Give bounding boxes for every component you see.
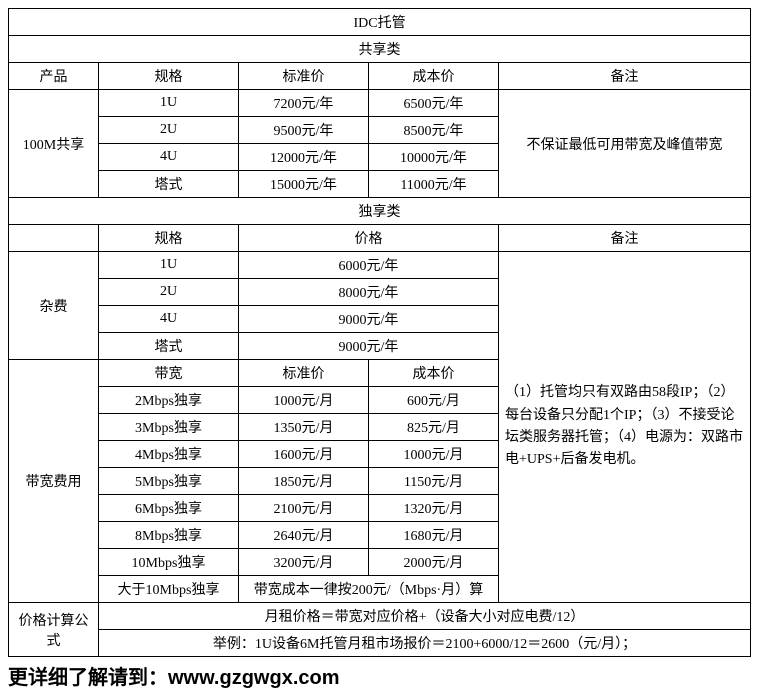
col-std: 标准价 (239, 360, 369, 387)
cell: 4U (99, 306, 239, 333)
cell: 1000元/月 (239, 387, 369, 414)
cell: 1000元/月 (369, 441, 499, 468)
cell: 11000元/年 (369, 171, 499, 198)
cell: 12000元/年 (239, 144, 369, 171)
cell: 10Mbps独享 (99, 549, 239, 576)
over10-label: 大于10Mbps独享 (99, 576, 239, 603)
cell: 600元/月 (369, 387, 499, 414)
cell: 8Mbps独享 (99, 522, 239, 549)
col-spec: 规格 (99, 225, 239, 252)
blank (9, 225, 99, 252)
col-std: 标准价 (239, 63, 369, 90)
cell: 1150元/月 (369, 468, 499, 495)
cell: 2U (99, 279, 239, 306)
cell: 8500元/年 (369, 117, 499, 144)
col-product: 产品 (9, 63, 99, 90)
cell: 6500元/年 (369, 90, 499, 117)
cell: 4Mbps独享 (99, 441, 239, 468)
col-cost: 成本价 (369, 360, 499, 387)
over10-text: 带宽成本一律按200元/（Mbps·月）算 (239, 576, 499, 603)
cell: 6Mbps独享 (99, 495, 239, 522)
cell: 9000元/年 (239, 333, 499, 360)
formula-line2: 举例：1U设备6M托管月租市场报价＝2100+6000/12＝2600（元/月）… (99, 630, 751, 657)
cell: 7200元/年 (239, 90, 369, 117)
cell: 1U (99, 252, 239, 279)
cell: 1680元/月 (369, 522, 499, 549)
cell: 1600元/月 (239, 441, 369, 468)
cell: 2640元/月 (239, 522, 369, 549)
cell: 4U (99, 144, 239, 171)
formula-line1: 月租价格＝带宽对应价格+（设备大小对应电费/12） (99, 603, 751, 630)
col-price: 价格 (239, 225, 499, 252)
cell: 10000元/年 (369, 144, 499, 171)
title: IDC托管 (9, 9, 751, 36)
formula-label: 价格计算公式 (9, 603, 99, 657)
col-note: 备注 (499, 63, 751, 90)
col-spec: 规格 (99, 63, 239, 90)
col-bw: 带宽 (99, 360, 239, 387)
cell: 1U (99, 90, 239, 117)
cell: 3Mbps独享 (99, 414, 239, 441)
cell: 6000元/年 (239, 252, 499, 279)
cell: 1320元/月 (369, 495, 499, 522)
cell: 825元/月 (369, 414, 499, 441)
cell: 9000元/年 (239, 306, 499, 333)
cell: 1850元/月 (239, 468, 369, 495)
footer-text: 更详细了解请到：www.gzgwgx.com (8, 661, 750, 690)
idc-table: IDC托管 共享类 产品 规格 标准价 成本价 备注 100M共享 1U 720… (8, 8, 751, 657)
shared-product: 100M共享 (9, 90, 99, 198)
bw-label: 带宽费用 (9, 360, 99, 603)
dedicated-header: 独享类 (9, 198, 751, 225)
cell: 2Mbps独享 (99, 387, 239, 414)
cell: 2100元/月 (239, 495, 369, 522)
cell: 2000元/月 (369, 549, 499, 576)
cell: 塔式 (99, 333, 239, 360)
dedicated-note: （1）托管均只有双路由58段IP；（2）每台设备只分配1个IP；（3）不接受论坛… (499, 252, 751, 603)
cell: 9500元/年 (239, 117, 369, 144)
cell: 2U (99, 117, 239, 144)
cell: 3200元/月 (239, 549, 369, 576)
cell: 1350元/月 (239, 414, 369, 441)
cell: 8000元/年 (239, 279, 499, 306)
col-note: 备注 (499, 225, 751, 252)
shared-header: 共享类 (9, 36, 751, 63)
col-cost: 成本价 (369, 63, 499, 90)
cell: 5Mbps独享 (99, 468, 239, 495)
shared-note: 不保证最低可用带宽及峰值带宽 (499, 90, 751, 198)
cell: 15000元/年 (239, 171, 369, 198)
misc-label: 杂费 (9, 252, 99, 360)
cell: 塔式 (99, 171, 239, 198)
